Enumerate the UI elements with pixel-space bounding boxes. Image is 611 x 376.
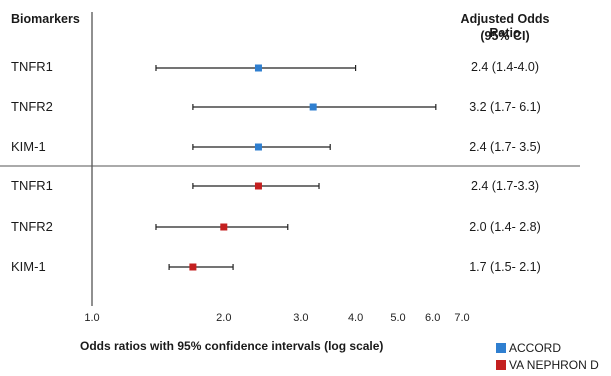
point-estimate <box>220 223 228 231</box>
biomarkers-header: Biomarkers <box>11 12 80 26</box>
x-tick-label: 4.0 <box>348 312 363 324</box>
legend-swatch-accord <box>496 343 506 353</box>
legend-label-va-nephron-d: VA NEPHRON D <box>509 358 599 372</box>
legend-swatch-va-nephron-d <box>496 360 506 370</box>
ci-value: 2.4 (1.4-4.0) <box>470 60 540 74</box>
legend-label-accord: ACCORD <box>509 341 562 355</box>
row-name: TNFR1 <box>11 178 53 193</box>
odds-ratio-header-line2: (95% CI) <box>480 29 530 43</box>
legend-item-va-nephron-d: VA NEPHRON D <box>496 358 599 372</box>
legend-item-accord: ACCORD <box>496 341 561 355</box>
row-name: TNFR1 <box>11 59 53 74</box>
ci-value: 2.4 (1.7-3.3) <box>470 179 540 193</box>
x-tick-label: 6.0 <box>425 312 440 324</box>
odds-ratio-header-line1: Adjusted Odds Ratio <box>460 12 550 40</box>
ci-value: 1.7 (1.5- 2.1) <box>469 260 541 274</box>
x-tick-label: 3.0 <box>293 312 308 324</box>
row-name: KIM-1 <box>11 259 46 274</box>
point-estimate <box>254 143 262 151</box>
ci-value: 3.2 (1.7- 6.1) <box>469 100 541 114</box>
point-estimate <box>254 182 262 190</box>
x-axis-title: Odds ratios with 95% confidence interval… <box>80 339 384 353</box>
point-estimate <box>309 103 317 111</box>
point-estimate <box>189 263 197 271</box>
x-tick-label: 1.0 <box>84 312 99 324</box>
row-name: TNFR2 <box>11 99 53 114</box>
point-estimate <box>254 64 262 72</box>
row-name: TNFR2 <box>11 219 53 234</box>
x-tick-label: 7.0 <box>454 312 469 324</box>
row-name: KIM-1 <box>11 139 46 154</box>
ci-value: 2.0 (1.4- 2.8) <box>469 220 541 234</box>
x-tick-label: 5.0 <box>390 312 405 324</box>
x-tick-label: 2.0 <box>216 312 231 324</box>
ci-value: 2.4 (1.7- 3.5) <box>469 140 541 154</box>
